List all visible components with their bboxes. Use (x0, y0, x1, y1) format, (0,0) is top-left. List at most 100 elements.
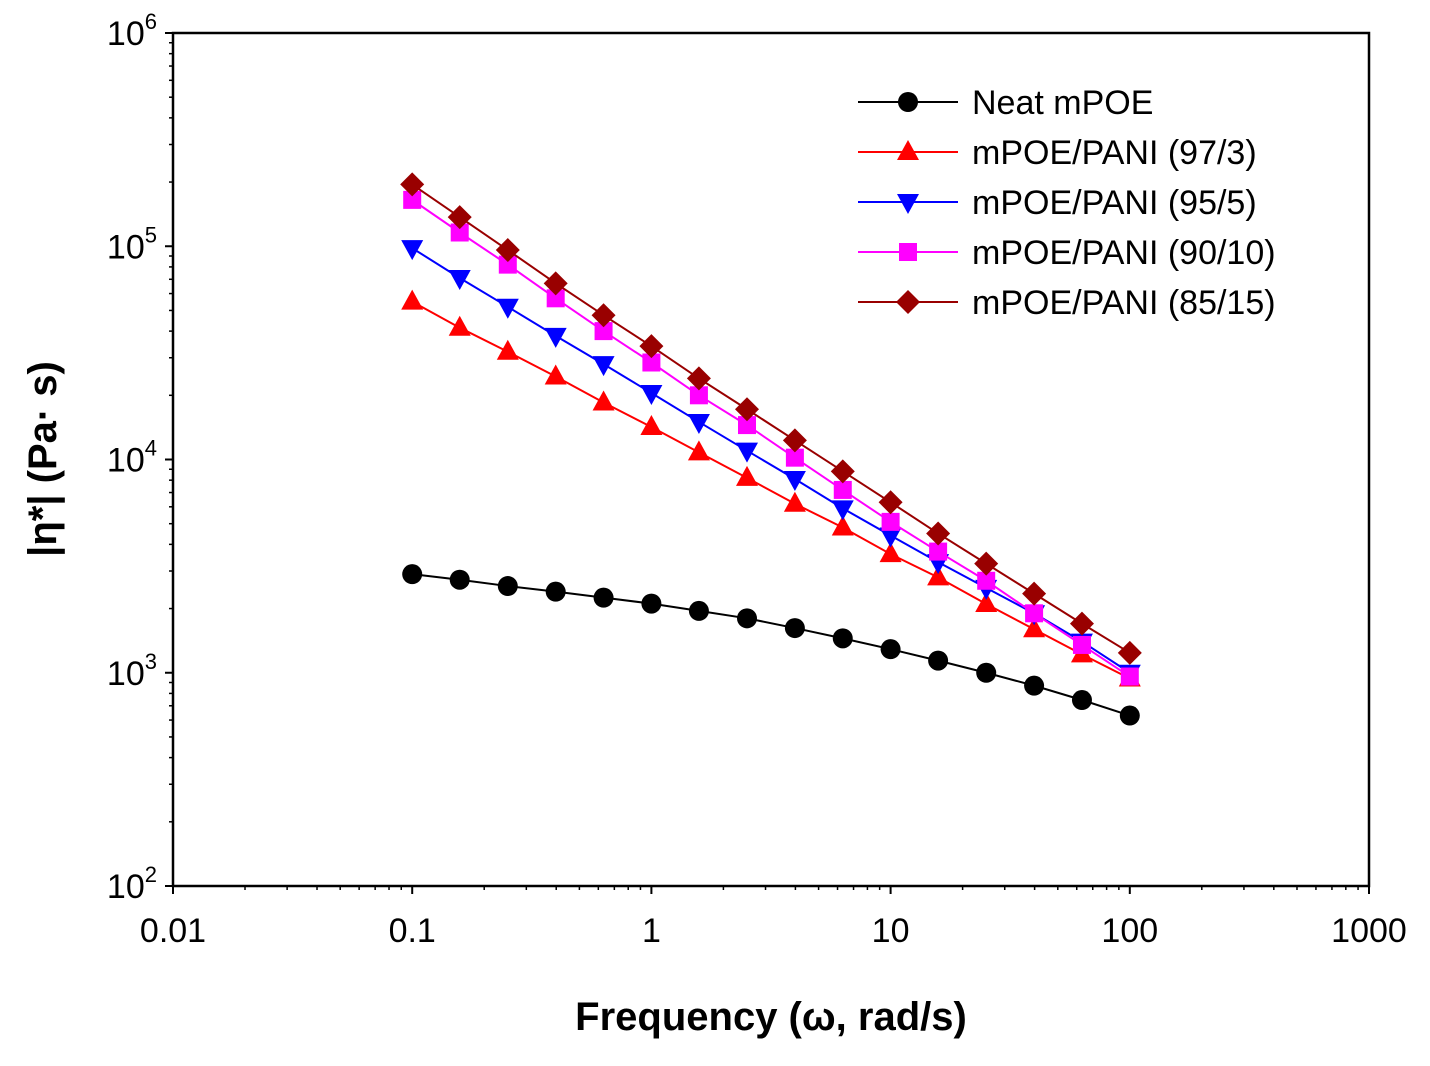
legend-marker (896, 290, 920, 314)
data-point (1025, 604, 1044, 623)
data-point (830, 459, 855, 484)
data-point (594, 322, 613, 341)
data-point (1069, 611, 1094, 636)
legend-entry: mPOE/PANI (85/15) (858, 284, 1276, 322)
data-point (831, 515, 854, 536)
data-point (832, 628, 853, 649)
data-point (977, 571, 996, 590)
x-tick-label: 0.01 (140, 912, 206, 950)
data-point (1120, 667, 1139, 686)
data-point (926, 521, 951, 546)
data-point (544, 364, 567, 385)
data-point (1023, 617, 1046, 638)
legend-entry: Neat mPOE (858, 84, 1153, 122)
data-point (402, 564, 423, 585)
series-3 (403, 190, 1139, 686)
data-point (401, 289, 424, 310)
data-point (546, 289, 565, 308)
data-point (687, 413, 710, 434)
data-point (878, 490, 903, 515)
y-tick-exponent: 5 (145, 222, 157, 247)
data-point (403, 190, 422, 209)
data-point (497, 576, 518, 597)
data-point (975, 592, 998, 613)
data-point (592, 390, 615, 411)
data-point (639, 334, 664, 359)
series-4 (400, 172, 1142, 665)
series-line (411, 300, 1131, 680)
legend-entry: mPOE/PANI (95/5) (858, 184, 1257, 222)
data-point (927, 565, 950, 586)
data-point (738, 416, 757, 435)
data-point (496, 339, 519, 360)
legend-entry: mPOE/PANI (90/10) (858, 234, 1276, 272)
data-point (401, 240, 424, 261)
legend-label: mPOE/PANI (90/10) (972, 234, 1276, 272)
data-point (735, 397, 760, 422)
data-point (640, 385, 663, 406)
y-tick-exponent: 6 (145, 9, 157, 34)
data-point (831, 500, 854, 521)
data-point (974, 551, 999, 576)
data-point (448, 269, 471, 290)
legend-marker (897, 140, 919, 160)
x-tick-label: 1 (642, 912, 661, 950)
data-point (880, 639, 901, 660)
data-point (783, 491, 806, 512)
data-point (1119, 705, 1140, 726)
x-axis-ticks: 0.01 0.1 1 10 100 1000 (140, 886, 1407, 950)
y-tick-base: 10 (107, 15, 145, 53)
data-point (545, 581, 566, 602)
data-point (640, 415, 663, 436)
data-point (591, 303, 616, 328)
data-point (782, 428, 807, 453)
series-0 (402, 564, 1140, 726)
y-axis-title: |η*| (Pa· s) (21, 361, 65, 557)
legend: Neat mPOE mPOE/PANI (97/3) mPOE/PANI (95/5… (858, 84, 1276, 322)
data-point (833, 480, 852, 499)
data-point (1072, 635, 1091, 654)
data-point (496, 298, 519, 319)
legend-marker (897, 194, 919, 214)
series-line (411, 247, 1131, 674)
x-axis-title: Frequency (ω, rad/s) (575, 995, 967, 1039)
x-tick-label: 1000 (1331, 912, 1407, 950)
data-point (687, 440, 710, 461)
legend-marker (899, 243, 917, 261)
data-point (1024, 675, 1045, 696)
y-tick-exponent: 4 (145, 436, 157, 461)
legend-marker (898, 92, 918, 112)
y-tick-label: 103 (107, 649, 157, 693)
data-point (642, 353, 661, 372)
data-point (784, 618, 805, 639)
legend-label: mPOE/PANI (85/15) (972, 284, 1276, 322)
data-point (688, 600, 709, 621)
series-layer (400, 172, 1142, 726)
y-tick-base: 10 (107, 655, 145, 693)
legend-label: mPOE/PANI (95/5) (972, 184, 1257, 222)
x-tick-label: 0.1 (389, 912, 436, 950)
series-line (411, 199, 1131, 678)
data-point (1022, 581, 1047, 606)
data-point (879, 542, 902, 563)
data-point (783, 471, 806, 492)
data-point (593, 587, 614, 608)
data-point (976, 662, 997, 683)
x-tick-label: 10 (872, 912, 910, 950)
data-point (544, 327, 567, 348)
data-point (641, 593, 662, 614)
data-point (686, 366, 711, 391)
data-point (400, 172, 425, 197)
data-point (1117, 640, 1142, 665)
y-tick-base: 10 (107, 228, 145, 266)
y-tick-label: 102 (107, 862, 157, 906)
data-point (495, 238, 520, 263)
data-point (448, 315, 471, 336)
y-tick-exponent: 3 (145, 649, 157, 674)
legend-entry: mPOE/PANI (97/3) (858, 134, 1257, 172)
series-1 (401, 289, 1141, 687)
data-point (928, 650, 949, 671)
y-tick-base: 10 (107, 442, 145, 480)
